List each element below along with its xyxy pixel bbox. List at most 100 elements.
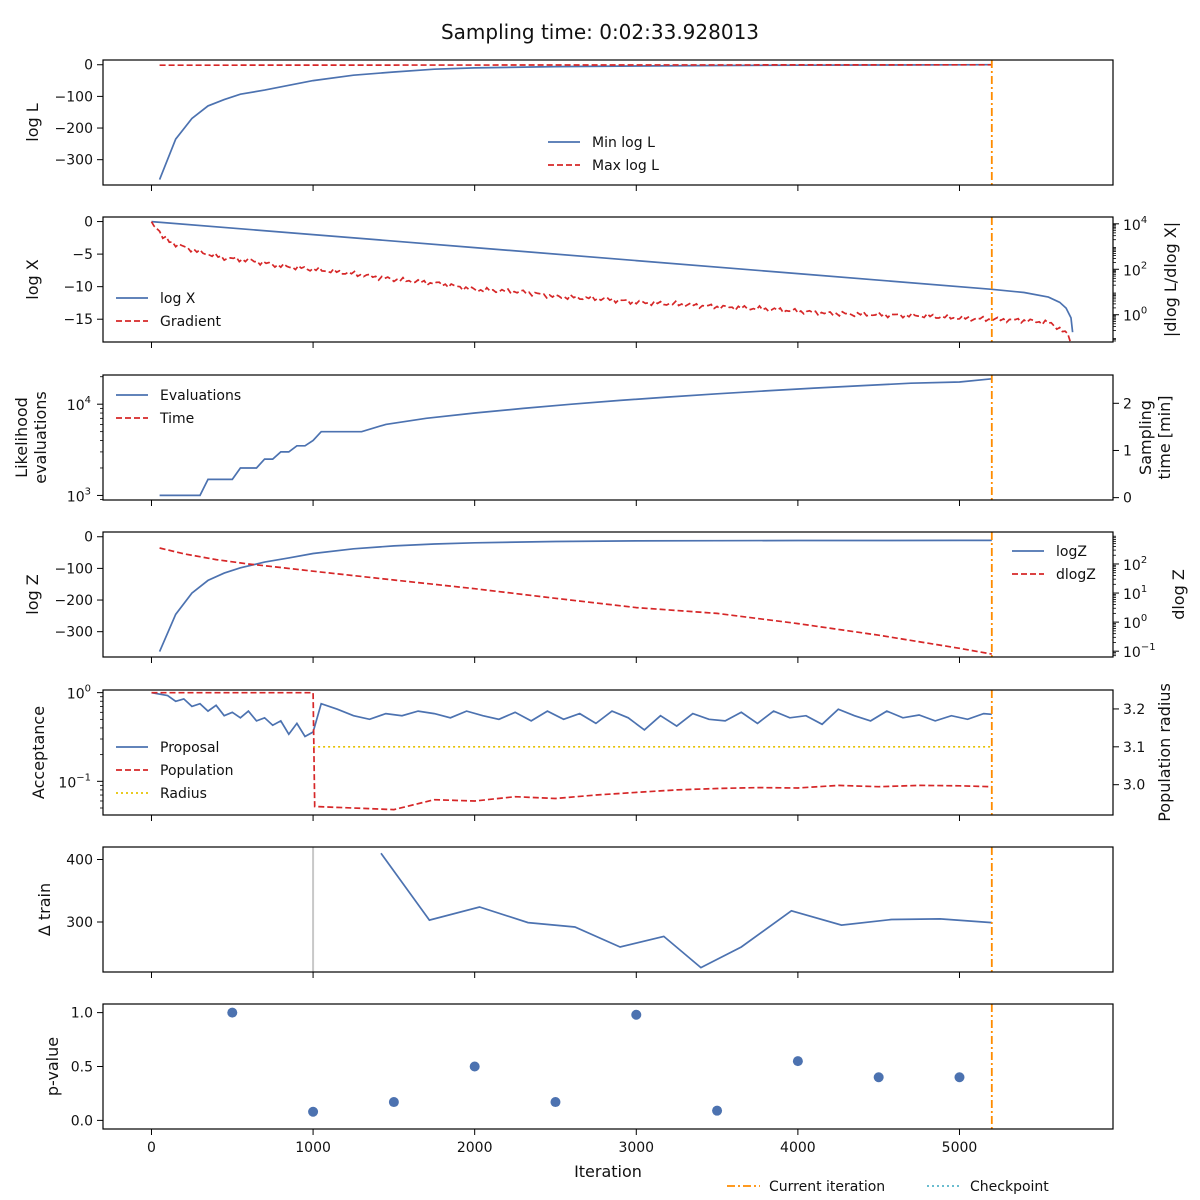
data-point bbox=[550, 1097, 561, 1108]
y-tick-label: 0.5 bbox=[71, 1060, 93, 1076]
panel-evals: 104 103 0 1 2 Likelihoodevaluations Samplingti… bbox=[12, 374, 1174, 507]
chart-title: Sampling time: 0:02:33.928013 bbox=[441, 20, 759, 44]
y-tick-label: 0 bbox=[84, 58, 93, 74]
y2-tick-label: 100 bbox=[1123, 306, 1147, 325]
legend-logx: log X Gradient bbox=[116, 291, 221, 330]
series-dlogz bbox=[159, 547, 992, 655]
y-tick-label: 0.0 bbox=[71, 1113, 93, 1129]
legend-checkpoint: Checkpoint bbox=[970, 1179, 1049, 1195]
y-tick-label: −10 bbox=[63, 280, 93, 296]
y2-tick-label: 1 bbox=[1123, 443, 1132, 459]
plot-area-pvalue bbox=[227, 1004, 993, 1129]
y-tick-label: −100 bbox=[55, 561, 93, 577]
legend-label: Min log L bbox=[592, 135, 655, 151]
legend-label: Radius bbox=[160, 786, 207, 802]
axes-frame bbox=[102, 689, 1114, 816]
y2-axis-label: Samplingtime [min] bbox=[1136, 396, 1174, 480]
axes-frame bbox=[102, 216, 1114, 343]
y2-tick-label: 102 bbox=[1123, 260, 1147, 279]
y-tick-label: 1.0 bbox=[71, 1006, 93, 1022]
y-tick-label: −15 bbox=[63, 312, 93, 328]
series-proposal bbox=[151, 691, 992, 738]
plot-area-evals bbox=[159, 375, 993, 500]
plot-area-accept bbox=[151, 690, 993, 815]
legend-logl: Min log L Max log L bbox=[548, 135, 659, 174]
y2-tick-label: 3.1 bbox=[1123, 740, 1145, 756]
legend-label: logZ bbox=[1056, 544, 1087, 560]
x-tick-label: 2000 bbox=[457, 1140, 493, 1156]
data-point bbox=[469, 1061, 480, 1072]
legend-current-iteration: Current iteration bbox=[769, 1179, 885, 1195]
y2-axis-label: |dlog L/dlog X| bbox=[1161, 222, 1180, 337]
y-axis-label: log Z bbox=[23, 574, 42, 614]
y2-tick-label: 101 bbox=[1123, 584, 1147, 603]
x-axis-label: Iteration bbox=[574, 1162, 642, 1181]
legend-accept: Proposal Population Radius bbox=[116, 740, 234, 802]
legend-label: Population bbox=[160, 763, 234, 779]
panel-logz: 0 −100 −200 −300 102 101 100 10−1 log Z dlog Z log… bbox=[23, 530, 1188, 663]
y2-tick-label: 102 bbox=[1123, 555, 1147, 574]
y2-tick-label: 0 bbox=[1123, 491, 1132, 507]
y-tick-label: 10−1 bbox=[58, 772, 91, 791]
x-tick-label: 1000 bbox=[295, 1140, 331, 1156]
y-tick-label: 300 bbox=[66, 915, 93, 931]
panel-dtrain: 300 400 Δ train bbox=[35, 846, 1114, 978]
y-tick-label: −300 bbox=[55, 625, 93, 641]
y-axis-label: p-value bbox=[43, 1037, 62, 1096]
y-tick-label: 103 bbox=[67, 486, 91, 505]
legend-label: dlogZ bbox=[1056, 567, 1096, 583]
legend-evals: Evaluations Time bbox=[116, 388, 241, 427]
y-axis-label: log L bbox=[23, 103, 42, 141]
series-log-x bbox=[151, 220, 1074, 333]
data-point bbox=[954, 1072, 965, 1083]
data-point bbox=[712, 1105, 723, 1116]
legend-logz: logZ dlogZ bbox=[1012, 544, 1096, 583]
y2-tick-label: 2 bbox=[1123, 396, 1132, 412]
y2-axis-label: dlog Z bbox=[1169, 569, 1188, 620]
y-tick-label: 0 bbox=[84, 530, 93, 546]
axes-frame bbox=[102, 374, 1114, 501]
legend-label: log X bbox=[160, 291, 196, 307]
data-point bbox=[792, 1056, 803, 1067]
data-point bbox=[388, 1097, 399, 1108]
data-point bbox=[873, 1072, 884, 1083]
y-axis-label: Δ train bbox=[35, 883, 54, 936]
plot-area-dtrain bbox=[312, 847, 993, 972]
y-tick-label: 100 bbox=[67, 684, 91, 703]
series-evaluations bbox=[159, 377, 992, 497]
legend-label: Evaluations bbox=[160, 388, 241, 404]
legend-label: Time bbox=[159, 411, 194, 427]
plot-area-logz bbox=[158, 532, 993, 657]
series-population bbox=[151, 691, 992, 811]
bottom-legend: Current iteration Checkpoint bbox=[727, 1179, 1049, 1195]
panel-logl: 0 −100 −200 −300 log L Min log L Max log L bbox=[23, 58, 1114, 191]
y2-tick-label: 3.0 bbox=[1123, 778, 1145, 794]
y-axis-label: Acceptance bbox=[29, 706, 48, 799]
y-axis-label: Likelihoodevaluations bbox=[12, 391, 50, 484]
x-tick-label: 0 bbox=[147, 1140, 156, 1156]
y-tick-label: −100 bbox=[55, 89, 93, 105]
x-tick-label: 3000 bbox=[618, 1140, 654, 1156]
y-axis-label: log X bbox=[23, 259, 42, 299]
y2-axis-label: Population radius bbox=[1155, 683, 1174, 822]
panel-accept: 100 10−1 3.0 3.1 3.2 Acceptance Population rad… bbox=[29, 683, 1174, 822]
series-logz bbox=[158, 539, 992, 652]
panel-pvalue: 0 1000 2000 3000 4000 5000 Iteration 0.0 0.5 1.0 p… bbox=[43, 1003, 1114, 1181]
y2-tick-label: 3.2 bbox=[1123, 702, 1145, 718]
series-gradient bbox=[150, 221, 1072, 342]
data-point bbox=[227, 1007, 238, 1018]
y2-tick-label: 100 bbox=[1123, 613, 1147, 632]
y-tick-label: −300 bbox=[55, 153, 93, 169]
y-tick-label: 104 bbox=[67, 395, 91, 414]
x-tick-label: 5000 bbox=[942, 1140, 978, 1156]
data-point bbox=[308, 1106, 319, 1117]
data-point bbox=[631, 1009, 642, 1020]
legend-label: Gradient bbox=[160, 314, 221, 330]
legend-label: Max log L bbox=[592, 158, 659, 174]
y-tick-label: 400 bbox=[66, 853, 93, 869]
plot-area-logx bbox=[150, 217, 1074, 342]
y-tick-label: −5 bbox=[72, 247, 93, 263]
y-tick-label: −200 bbox=[55, 593, 93, 609]
y2-tick-label: 104 bbox=[1123, 215, 1147, 234]
